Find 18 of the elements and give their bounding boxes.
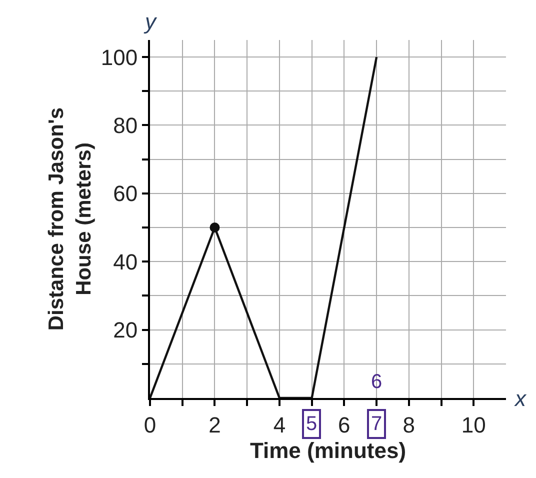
y-axis-title: Distance from Jason's House (meters) bbox=[45, 107, 96, 331]
y-tick-label: 40 bbox=[113, 249, 138, 274]
y-tick-label: 100 bbox=[100, 44, 138, 70]
x-tick-label: 4 bbox=[273, 412, 286, 438]
x-axis-title: Time (minutes) bbox=[250, 438, 406, 463]
x-tick-label: 6 bbox=[338, 412, 350, 438]
text: y bbox=[143, 9, 158, 34]
text: 7 bbox=[371, 413, 382, 435]
x-tick-label: 8 bbox=[402, 412, 416, 438]
x-tick-label: 0 bbox=[144, 412, 156, 438]
annotation: 5 bbox=[306, 413, 318, 435]
y-tick-label: 20 bbox=[113, 318, 138, 343]
y-tick-label: 80 bbox=[113, 112, 138, 138]
x-tick-label: 10 bbox=[461, 412, 486, 438]
text: x bbox=[514, 386, 527, 411]
x-tick-label: 2 bbox=[208, 412, 221, 438]
y-tick-label: 60 bbox=[113, 181, 138, 206]
annotation: 6 bbox=[371, 371, 382, 393]
